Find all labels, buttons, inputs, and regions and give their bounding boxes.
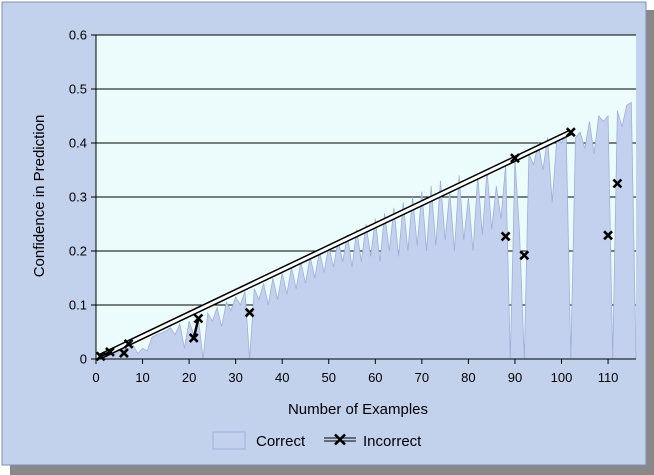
x-tick-label: 10 [135, 370, 149, 385]
incorrect-marker [612, 178, 623, 189]
incorrect-segment [192, 318, 200, 339]
x-tick-label: 90 [508, 370, 522, 385]
incorrect-marker [193, 313, 204, 324]
legend-label-correct: Correct [256, 433, 306, 450]
incorrect-marker [565, 127, 576, 138]
x-axis-title: Number of Examples [288, 401, 428, 418]
x-tick-label: 50 [322, 370, 336, 385]
x-tick-label: 60 [368, 370, 382, 385]
y-tick-label: 0.2 [69, 244, 87, 259]
incorrect-marker [500, 231, 511, 242]
y-tick-labels: 0 0.1 0.2 0.3 0.4 0.5 0.6 [69, 28, 87, 367]
x-tick-label: 40 [275, 370, 289, 385]
axes [91, 34, 636, 364]
incorrect-marker [105, 347, 115, 357]
y-tick-label: 0 [80, 352, 87, 367]
x-tick-label: 100 [551, 370, 573, 385]
x-tick-label: 110 [598, 370, 619, 385]
y-axis-title: Confidence in Prediction [31, 115, 48, 278]
incorrect-marker [510, 153, 520, 164]
x-tick-label: 80 [461, 370, 475, 385]
incorrect-marker [519, 250, 530, 261]
x-tick-label: 20 [182, 370, 196, 385]
y-tick-label: 0.1 [69, 298, 87, 313]
incorrect-marker [603, 230, 613, 241]
x-tick-labels: 0 10 20 30 40 50 60 70 80 90 100 110 [92, 370, 618, 385]
y-tick-label: 0.3 [69, 190, 87, 205]
y-tick-label: 0.6 [69, 28, 87, 43]
x-tick-label: 70 [415, 370, 429, 385]
incorrect-marker [244, 307, 255, 318]
y-tick-label: 0.5 [69, 82, 87, 97]
legend: Correct Incorrect [212, 431, 422, 450]
x-tick-label: 30 [228, 370, 242, 385]
legend-swatch-incorrect [324, 433, 356, 446]
incorrect-marker [119, 348, 129, 358]
legend-swatch-correct [212, 431, 246, 450]
legend-label-incorrect: Incorrect [363, 433, 422, 450]
incorrect-marker [188, 333, 199, 343]
trend-line [99, 129, 573, 360]
incorrect-marker [123, 338, 134, 349]
trend-line-inner [100, 130, 572, 358]
x-tick-label: 0 [92, 370, 99, 385]
y-tick-label: 0.4 [69, 136, 87, 151]
